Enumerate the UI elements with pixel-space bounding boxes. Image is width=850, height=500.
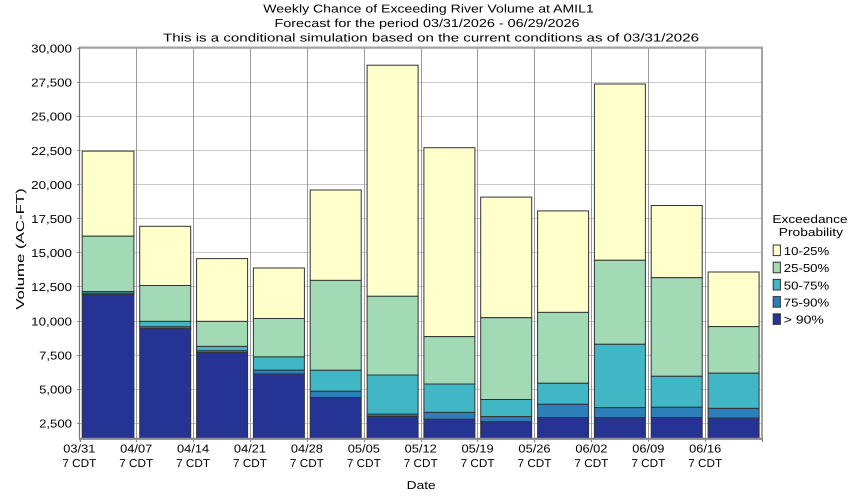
svg-text:06/09: 06/09 [632,444,664,456]
svg-text:Forecast for the period 03/31/: Forecast for the period 03/31/2026 - 06/… [275,18,580,30]
svg-text:Exceedance: Exceedance [772,214,847,226]
svg-text:03/31: 03/31 [63,444,95,456]
svg-text:75-90%: 75-90% [784,298,829,310]
svg-text:Date: Date [407,480,436,492]
svg-text:05/19: 05/19 [462,444,494,456]
svg-text:25-50%: 25-50% [784,263,829,275]
svg-text:7 CDT: 7 CDT [347,458,381,470]
svg-text:10,000: 10,000 [31,316,72,328]
svg-text:7 CDT: 7 CDT [461,458,495,470]
svg-text:06/16: 06/16 [689,444,721,456]
svg-text:7 CDT: 7 CDT [176,458,210,470]
svg-text:05/05: 05/05 [348,444,380,456]
svg-text:Volume (AC-FT): Volume (AC-FT) [15,188,27,310]
svg-text:04/07: 04/07 [120,444,152,456]
svg-text:7 CDT: 7 CDT [404,458,438,470]
svg-text:04/14: 04/14 [177,444,210,456]
svg-text:7 CDT: 7 CDT [518,458,552,470]
svg-text:7 CDT: 7 CDT [631,458,665,470]
svg-text:12,500: 12,500 [31,282,72,294]
svg-text:27,500: 27,500 [31,78,72,90]
svg-text:30,000: 30,000 [31,44,72,56]
svg-text:7 CDT: 7 CDT [688,458,722,470]
svg-text:7 CDT: 7 CDT [233,458,267,470]
svg-text:This is a conditional simulati: This is a conditional simulation based o… [163,32,699,44]
svg-text:04/28: 04/28 [291,444,323,456]
svg-text:05/12: 05/12 [405,444,437,456]
svg-text:17,500: 17,500 [31,214,72,226]
svg-text:2,500: 2,500 [39,419,72,431]
svg-text:7 CDT: 7 CDT [119,458,153,470]
svg-text:7,500: 7,500 [39,350,72,362]
svg-text:06/02: 06/02 [575,444,607,456]
svg-text:> 90%: > 90% [784,315,824,327]
svg-text:7 CDT: 7 CDT [62,458,96,470]
svg-text:7 CDT: 7 CDT [574,458,608,470]
svg-text:04/21: 04/21 [234,444,266,456]
svg-text:10-25%: 10-25% [784,246,829,258]
svg-text:50-75%: 50-75% [784,280,829,292]
svg-text:7 CDT: 7 CDT [290,458,324,470]
svg-text:5,000: 5,000 [39,385,72,397]
svg-text:Probability: Probability [779,227,843,239]
svg-text:05/26: 05/26 [518,444,550,456]
svg-text:20,000: 20,000 [31,180,72,192]
svg-text:Weekly Chance of Exceeding Riv: Weekly Chance of Exceeding River Volume … [263,4,594,16]
svg-text:15,000: 15,000 [31,248,72,260]
svg-text:22,500: 22,500 [31,146,72,158]
svg-text:25,000: 25,000 [31,112,72,124]
